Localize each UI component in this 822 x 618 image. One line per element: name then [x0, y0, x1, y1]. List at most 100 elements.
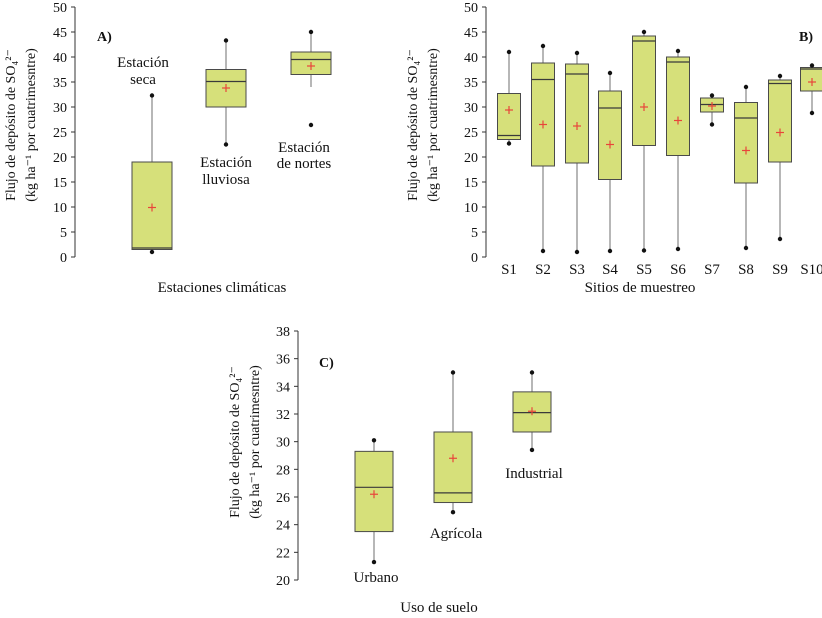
y-tick-label: 35: [464, 76, 478, 91]
y-tick-label: 10: [464, 201, 478, 216]
x-tick-label: S1: [501, 262, 517, 278]
y-tick-label: 10: [53, 201, 67, 216]
outlier-point: [777, 73, 783, 79]
outlier-point: [777, 236, 783, 242]
outlier-point: [540, 248, 546, 254]
outlier-point: [709, 122, 715, 127]
y-tick-label: 15: [53, 176, 67, 191]
x-tick-label: S6: [670, 262, 686, 278]
box-label: Urbano: [354, 570, 399, 586]
outlier-point: [529, 370, 535, 375]
outlier-point: [675, 48, 681, 54]
outlier-point: [540, 43, 546, 49]
y-tick-label: 28: [276, 463, 290, 478]
box-1: [497, 49, 521, 146]
outlier-point: [709, 93, 715, 98]
y-tick-label: 50: [53, 1, 67, 16]
box-body: [531, 62, 555, 167]
outlier-point: [450, 510, 456, 515]
x-tick-label: S2: [535, 262, 551, 278]
outlier-point: [743, 245, 749, 251]
box-6: [666, 48, 690, 252]
y-tick-label: 45: [53, 26, 67, 41]
x-tick-label: S7: [704, 262, 720, 278]
box-3: [565, 50, 589, 255]
y-tick-label: 20: [464, 151, 478, 166]
box-body: [734, 102, 758, 184]
y-axis-label: Flujo de depósito de SO₄²⁻: [406, 49, 421, 201]
outlier-point: [308, 29, 314, 35]
y-tick-label: 40: [464, 51, 478, 66]
x-axis-label: Sitios de muestreo: [585, 280, 696, 296]
box-10: [800, 63, 822, 116]
box-4: [598, 70, 622, 254]
panel-a: 0 5 10 15 20 25 30 35 40 45 50 A) Estaciones climáti…: [4, 1, 332, 296]
outlier-point: [743, 84, 749, 90]
y-tick-label: 36: [276, 353, 290, 368]
outlier-point: [450, 370, 456, 375]
y-tick-label: 22: [276, 546, 290, 561]
y-tick-label: 15: [464, 176, 478, 191]
x-tick-label: S8: [738, 262, 754, 278]
box-9: [768, 73, 792, 242]
box-label: seca: [130, 72, 156, 88]
outlier-point: [641, 248, 647, 253]
x-tick-label: S4: [602, 262, 618, 278]
box-body: [768, 79, 792, 163]
y-tick-label: 25: [464, 126, 478, 141]
x-axis-label: Uso de suelo: [400, 600, 478, 616]
box-label: Industrial: [505, 466, 563, 482]
panel-label: B): [799, 30, 813, 45]
box-body: [632, 35, 656, 146]
outlier-point: [223, 142, 229, 147]
box-label: Agrícola: [430, 526, 483, 542]
y-tick-label: 40: [53, 51, 67, 66]
outlier-point: [675, 246, 681, 252]
y-tick-label: 0: [471, 251, 478, 266]
y-tick-label: 45: [464, 26, 478, 41]
box-body: [497, 93, 521, 140]
box-label: de nortes: [277, 156, 332, 172]
box-body: [598, 90, 622, 180]
panel-b: 0 5 10 15 20 25 30 35 40 45 50 B) Sitios de muestreo…: [406, 1, 822, 296]
outlier-point: [308, 122, 314, 128]
panel-c: 20 22 24 26 28 30 32 34 36 38 C) Uso de suelo Flujo …: [228, 325, 563, 616]
y-tick-label: 26: [276, 491, 290, 506]
y-tick-label: 35: [53, 76, 67, 91]
box-1: Urbano: [354, 438, 399, 586]
x-tick-label: S5: [636, 262, 652, 278]
y-tick-label: 5: [471, 226, 478, 241]
y-tick-label: 0: [60, 251, 67, 266]
box-label: Estación: [117, 55, 169, 71]
outlier-point: [506, 49, 512, 55]
y-axis-label-units: (kg ha⁻¹ por cuatrimesntre): [426, 48, 441, 202]
y-tick-label: 50: [464, 1, 478, 16]
y-tick-label: 30: [276, 436, 290, 451]
outlier-point: [809, 110, 815, 116]
y-tick-label: 34: [276, 380, 290, 395]
box-3: Industrial: [505, 370, 563, 482]
box-5: [632, 29, 656, 253]
y-tick-label: 32: [276, 408, 290, 423]
y-tick-label: 30: [53, 101, 67, 116]
y-tick-label: 30: [464, 101, 478, 116]
outlier-point: [371, 559, 377, 565]
box-label: lluviosa: [202, 172, 250, 188]
outlier-point: [809, 63, 815, 68]
y-tick-label: 20: [53, 151, 67, 166]
outlier-point: [223, 38, 229, 43]
y-tick-label: 38: [276, 325, 290, 340]
y-axis-label-units: (kg ha⁻¹ por cuatrimesntre): [248, 365, 263, 519]
box-2: [531, 43, 555, 254]
y-axis-label: Flujo de depósito de SO₄²⁻: [228, 366, 243, 518]
outlier-point: [149, 249, 155, 255]
outlier-point: [149, 93, 155, 98]
box-body: [565, 63, 589, 164]
y-tick-label: 5: [60, 226, 67, 241]
outlier-point: [529, 447, 535, 453]
box-body: [800, 67, 822, 92]
y-axis-label-units: (kg ha⁻¹ por cuatrimesntre): [24, 48, 39, 202]
